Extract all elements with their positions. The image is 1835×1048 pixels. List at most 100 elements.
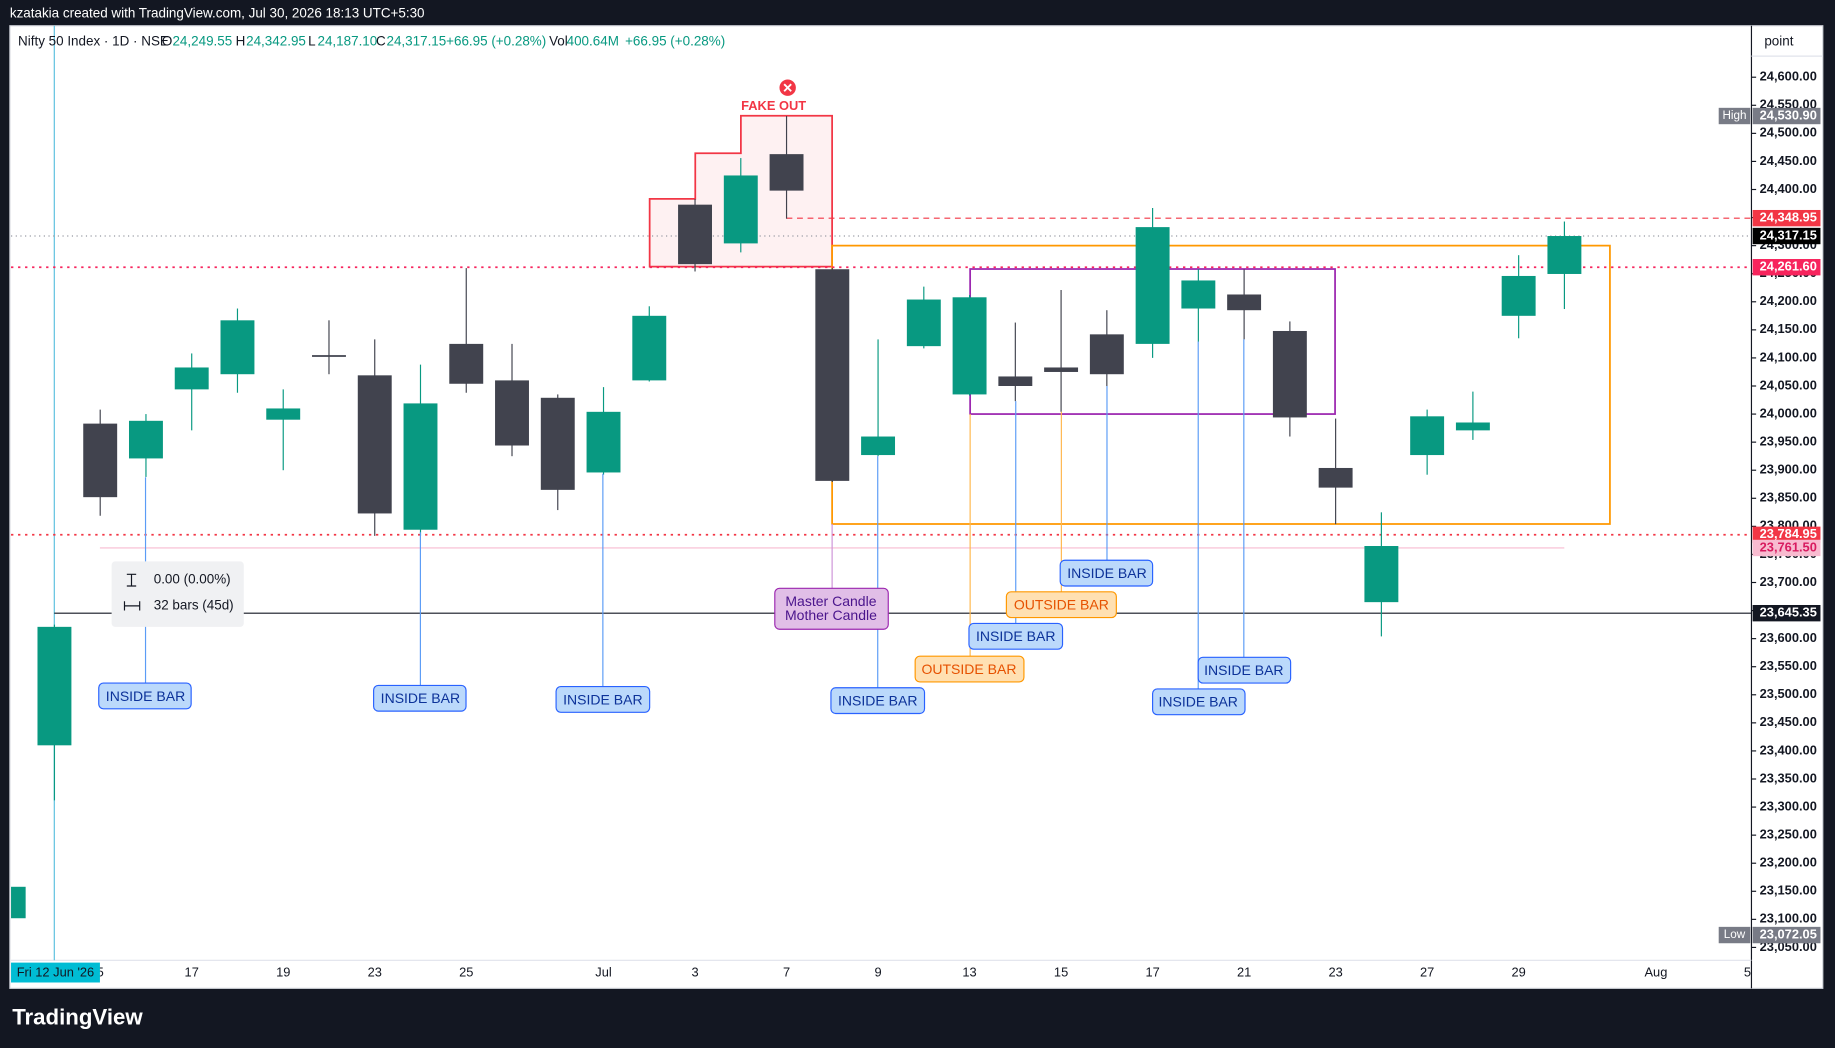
price-tag-label: 23,645.35 <box>1760 605 1817 620</box>
candle-body <box>906 299 941 347</box>
candle-body <box>1272 330 1307 418</box>
candle-body <box>1135 227 1170 344</box>
price-tag-label: 24,348.95 <box>1760 210 1817 225</box>
x-tick-label: 25 <box>459 965 473 980</box>
annotation: INSIDE BAR <box>1067 565 1146 581</box>
y-tick-label: 24,150.00 <box>1760 321 1817 336</box>
y-tick-label: 24,050.00 <box>1760 377 1817 392</box>
fake-out-icon-x <box>783 83 792 92</box>
y-tick-label: 23,350.00 <box>1760 770 1817 785</box>
legend-key: Vol <box>549 34 568 49</box>
annotation: INSIDE BAR <box>838 692 917 708</box>
candle-body <box>11 886 26 919</box>
x-tick-label: 3 <box>691 965 698 980</box>
x-tick-label: 7 <box>783 965 790 980</box>
price-tag <box>1752 209 1821 227</box>
annotations: INSIDE BAR INSIDE BAR INSIDE BAR INSIDE … <box>98 79 1292 716</box>
y-tick-label: 24,600.00 <box>1760 69 1817 84</box>
annotation: OUTSIDE BAR <box>1014 597 1109 613</box>
extreme-tag-name-box <box>1718 926 1751 944</box>
annotation-box[interactable] <box>1152 688 1246 716</box>
measure-icon <box>123 601 141 611</box>
price-tag <box>1752 259 1821 276</box>
price-tag-label: 23,761.50 <box>1760 539 1817 554</box>
x-tick-label: 27 <box>1420 965 1434 980</box>
extreme-tag-name: High <box>1722 109 1746 122</box>
chart-panel <box>9 25 1824 989</box>
candle-body <box>861 436 896 456</box>
time-axis: 5 17 19 23 25 Jul 3 7 9 13 15 17 21 23 27 29 Aug 5 <box>97 965 1751 980</box>
annotation: INSIDE BAR <box>381 690 460 706</box>
x-tick-label: Jul <box>595 965 611 980</box>
y-tick-label: 23,500.00 <box>1760 686 1817 701</box>
candle-body <box>83 423 118 498</box>
y-tick-label: 24,100.00 <box>1760 349 1817 364</box>
price-tag-label: 23,784.95 <box>1760 526 1817 541</box>
candle-body <box>1547 236 1582 274</box>
candle-body <box>678 204 712 265</box>
candle-body <box>1089 334 1124 375</box>
y-tick-label: 23,100.00 <box>1760 911 1817 926</box>
candle-body <box>357 375 392 514</box>
candle-body <box>266 408 301 420</box>
candle-body <box>1364 546 1399 603</box>
legend-value: 400.64M <box>567 34 619 49</box>
annotation-box[interactable] <box>968 622 1064 650</box>
fake-out-label: FAKE OUT <box>741 98 806 113</box>
price-tag <box>1752 227 1821 245</box>
x-tick-label: 17 <box>1145 965 1159 980</box>
legend-key: H <box>236 34 246 49</box>
x-tick-label: 13 <box>962 965 976 980</box>
annotation: OUTSIDE BAR <box>921 661 1016 677</box>
measure-icon <box>126 573 137 587</box>
candle-body <box>586 411 621 473</box>
x-tick-label: 9 <box>874 965 881 980</box>
price-tag-label: 24,261.60 <box>1760 259 1817 274</box>
axis-unit[interactable]: point <box>1764 34 1793 49</box>
master-candle-box[interactable] <box>774 587 889 630</box>
annotation-box[interactable] <box>373 684 467 712</box>
symbol-title[interactable]: Nifty 50 Index · 1D · NSE <box>18 34 169 49</box>
price-tag <box>1752 539 1821 557</box>
annotation-box[interactable] <box>830 687 926 715</box>
x-tick-label: 29 <box>1511 965 1525 980</box>
price-tag <box>1752 604 1821 622</box>
legend-change: +66.95 (+0.28%) <box>625 34 725 49</box>
crosshair-label: Fri 12 Jun '26 <box>17 965 95 980</box>
y-tick-label: 23,400.00 <box>1760 742 1817 757</box>
legend-value: 24,187.10 <box>317 34 377 49</box>
footer-logo[interactable]: TradingView <box>12 1005 143 1030</box>
annotation-box[interactable] <box>1197 656 1292 684</box>
candle-body <box>403 403 438 530</box>
extreme-tag-name: Low <box>1724 928 1746 941</box>
x-tick-label: Aug <box>1644 965 1667 980</box>
y-tick-label: 24,000.00 <box>1760 405 1817 420</box>
annotation-box[interactable] <box>555 685 651 713</box>
price-tag <box>1752 526 1821 543</box>
candle-body <box>495 380 529 446</box>
candle-body <box>128 420 163 459</box>
extreme-tag-label: 23,072.05 <box>1760 926 1817 941</box>
legend-value: 24,342.95 <box>246 34 306 49</box>
annotation-box[interactable] <box>98 682 192 710</box>
extreme-tag-label: 24,530.90 <box>1760 107 1817 122</box>
x-tick-label: 19 <box>276 965 290 980</box>
annotation: INSIDE BAR <box>106 688 185 704</box>
master-label: Master Candle <box>785 593 876 609</box>
annotation: INSIDE BAR <box>1158 694 1237 710</box>
x-tick-label: 17 <box>185 965 199 980</box>
candle-body <box>815 269 850 481</box>
extreme-tag <box>1752 926 1821 944</box>
annotation-box[interactable] <box>914 655 1025 683</box>
y-tick-label: 24,450.00 <box>1760 153 1817 168</box>
legend-value: 24,249.55 <box>172 34 232 49</box>
candle-body <box>220 320 255 375</box>
annotation-box[interactable] <box>1005 591 1117 619</box>
annotation-box[interactable] <box>1059 559 1154 587</box>
y-tick-label: 23,700.00 <box>1760 574 1817 589</box>
candle-body <box>632 315 667 381</box>
mother-label: Mother Candle <box>785 607 877 623</box>
y-tick-label: 23,150.00 <box>1760 883 1817 898</box>
